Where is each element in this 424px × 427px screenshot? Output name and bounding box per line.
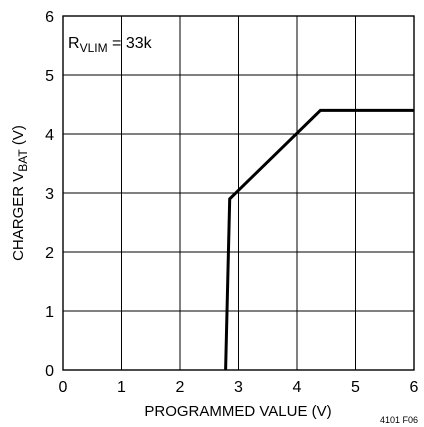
annotation-sub: VLIM — [80, 41, 108, 55]
x-tick-label: 2 — [176, 379, 185, 396]
x-tick-label: 0 — [59, 379, 68, 396]
x-tick-label: 6 — [410, 379, 419, 396]
y-tick-label: 5 — [45, 68, 54, 85]
y-axis-label: CHARGER VBAT (V) — [10, 125, 30, 261]
x-tick-labels: 0 1 2 3 4 5 6 — [59, 379, 419, 396]
y-tick-label: 2 — [45, 245, 54, 262]
y-tick-label: 1 — [45, 304, 54, 321]
y-tick-labels: 0 1 2 3 4 5 6 — [45, 9, 54, 380]
figure-id: 4101 F06 — [380, 415, 418, 425]
x-tick-label: 1 — [117, 379, 126, 396]
y-tick-label: 0 — [45, 363, 54, 380]
annotation-box — [64, 17, 120, 55]
x-tick-label: 4 — [293, 379, 302, 396]
annotation-label: RVLIM = 33k — [68, 35, 153, 55]
y-tick-label: 4 — [45, 127, 54, 144]
y-axis-label-sub: BAT — [16, 149, 30, 172]
y-tick-label: 3 — [45, 186, 54, 203]
annotation-value: = 33k — [108, 35, 153, 52]
plot-frame — [62, 15, 415, 371]
y-axis-label-unit: (V) — [10, 125, 27, 149]
x-axis-label: PROGRAMMED VALUE (V) — [144, 403, 331, 420]
grid — [63, 16, 414, 370]
y-tick-label: 6 — [45, 9, 54, 26]
series-line — [224, 108, 414, 371]
x-tick-label: 5 — [351, 379, 360, 396]
annotation-r: R — [68, 35, 80, 52]
x-tick-label: 3 — [234, 379, 243, 396]
y-axis-label-main: CHARGER V — [10, 172, 27, 261]
